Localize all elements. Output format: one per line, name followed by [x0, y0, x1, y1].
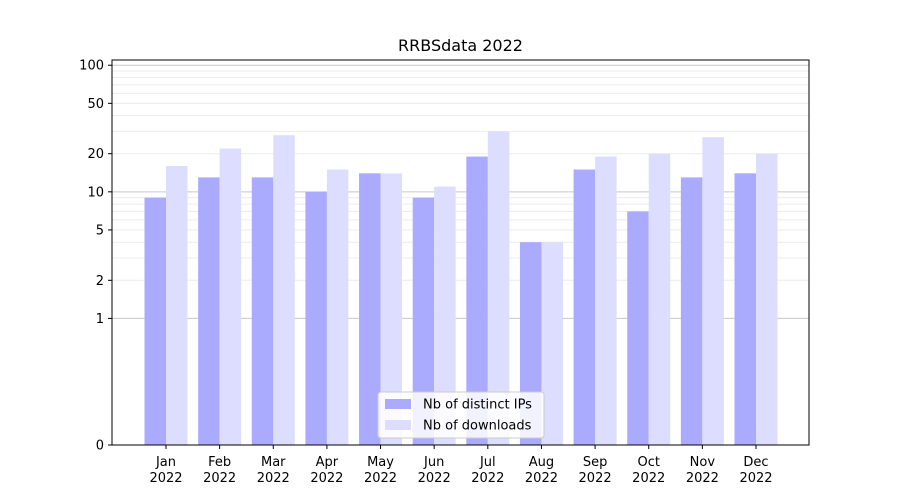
bar-downloads-11 [702, 137, 724, 446]
legend-swatch [385, 420, 411, 430]
legend-label: Nb of distinct IPs [423, 398, 532, 413]
bar-distinct-ips-2 [198, 177, 220, 446]
bar-downloads-8 [541, 242, 563, 445]
bar-downloads-10 [648, 153, 671, 446]
x-tick-label: Jan 2022 [149, 455, 182, 486]
bar-downloads-12 [756, 153, 778, 446]
x-tick-label: Sep 2022 [579, 455, 612, 486]
bar-downloads-9 [595, 156, 617, 446]
bar-downloads-5 [380, 173, 403, 445]
y-tick-label: 100 [79, 59, 104, 74]
y-tick-label: 20 [87, 147, 104, 162]
legend: Nb of distinct IPs Nb of downloads [377, 391, 545, 439]
bar-distinct-ips-6 [412, 197, 435, 445]
bar-distinct-ips-3 [251, 177, 274, 446]
bar-distinct-ips-12 [734, 173, 756, 445]
bar-downloads-4 [326, 169, 349, 445]
bar-distinct-ips-1 [144, 197, 166, 445]
bars-layer [144, 131, 778, 446]
x-tick-label: Dec 2022 [739, 455, 772, 486]
x-tick-label: Mar 2022 [257, 455, 290, 486]
y-tick-label: 1 [96, 312, 104, 327]
plot-area-frame [111, 59, 810, 446]
bar-distinct-ips-10 [627, 211, 649, 445]
x-tick-label: Jul 2022 [471, 455, 504, 486]
legend-box [377, 391, 545, 439]
x-tick-label: Feb 2022 [203, 455, 236, 486]
x-tick-label: May 2022 [364, 455, 397, 486]
x-tick-label: Jun 2022 [418, 455, 451, 486]
x-tick-label: Nov 2022 [686, 455, 719, 486]
bar-downloads-3 [273, 135, 295, 445]
x-tick-label: Oct 2022 [632, 455, 665, 486]
y-axis: 0 1 2 5 10 20 50 100 [79, 59, 112, 454]
bar-distinct-ips-9 [573, 169, 596, 445]
y-tick-label: 10 [87, 185, 104, 200]
bar-downloads-1 [166, 165, 188, 446]
bar-distinct-ips-7 [466, 156, 488, 446]
y-tick-label: 50 [87, 97, 104, 112]
bar-downloads-6 [434, 186, 456, 446]
y-tick-label: 2 [96, 274, 104, 289]
x-axis: Jan 2022 Feb 2022 Mar 2022 Apr 2022 May 2022 Jun 20… [149, 445, 773, 486]
y-tick-label: 5 [96, 223, 104, 238]
bar-downloads-2 [219, 148, 242, 445]
bar-distinct-ips-11 [680, 177, 703, 446]
legend-label: Nb of downloads [423, 419, 532, 434]
x-tick-label: Apr 2022 [310, 455, 343, 486]
y-tick-label: 0 [96, 439, 104, 454]
bar-distinct-ips-5 [359, 173, 381, 445]
chart-title: RRBSdata 2022 [398, 36, 523, 55]
bar-distinct-ips-4 [305, 191, 327, 445]
legend-swatch [385, 399, 411, 409]
bar-downloads-7 [487, 131, 510, 445]
x-tick-label: Aug 2022 [525, 455, 558, 486]
